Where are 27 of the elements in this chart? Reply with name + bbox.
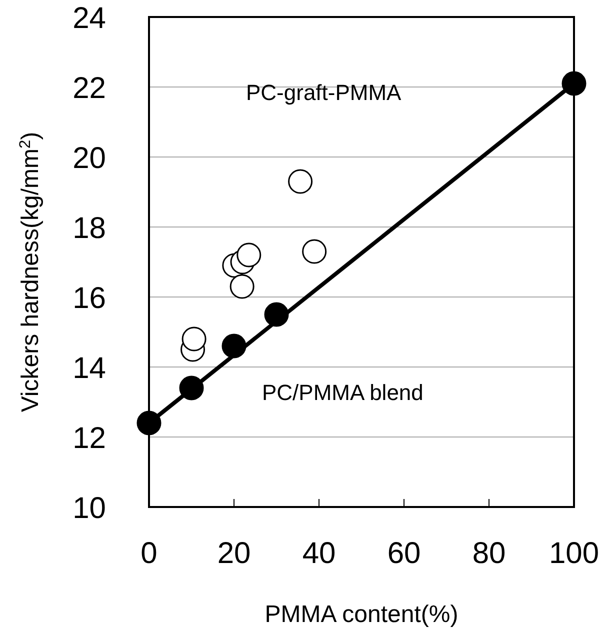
- point: [264, 302, 289, 327]
- y-tick-label: 16: [72, 282, 106, 315]
- point: [136, 410, 162, 436]
- y-tick-label: 20: [72, 142, 106, 175]
- annotation: PC/PMMA blend: [262, 380, 424, 405]
- y-tick-label: 12: [72, 422, 106, 455]
- y-tick-label: 24: [72, 2, 106, 35]
- x-axis-title: PMMA content(%): [264, 601, 458, 628]
- point: [562, 71, 586, 96]
- annotation: PC-graft-PMMA: [246, 80, 402, 105]
- x-tick-label: 100: [548, 537, 600, 570]
- x-tick-label: 20: [217, 537, 251, 570]
- point: [288, 169, 313, 194]
- x-tick-label: 0: [140, 537, 158, 570]
- point: [230, 274, 254, 299]
- x-tick-label: 80: [472, 537, 506, 570]
- y-tick-label: 14: [72, 352, 106, 385]
- point: [222, 334, 246, 358]
- point: [182, 326, 206, 352]
- point: [236, 242, 262, 268]
- x-tick-label: 40: [302, 537, 336, 570]
- point: [302, 239, 327, 264]
- y-tick-label: 22: [72, 72, 106, 105]
- y-tick-label: 10: [72, 492, 106, 525]
- x-tick-label: 60: [387, 537, 421, 570]
- point: [179, 376, 204, 400]
- y-tick-label: 18: [72, 212, 106, 245]
